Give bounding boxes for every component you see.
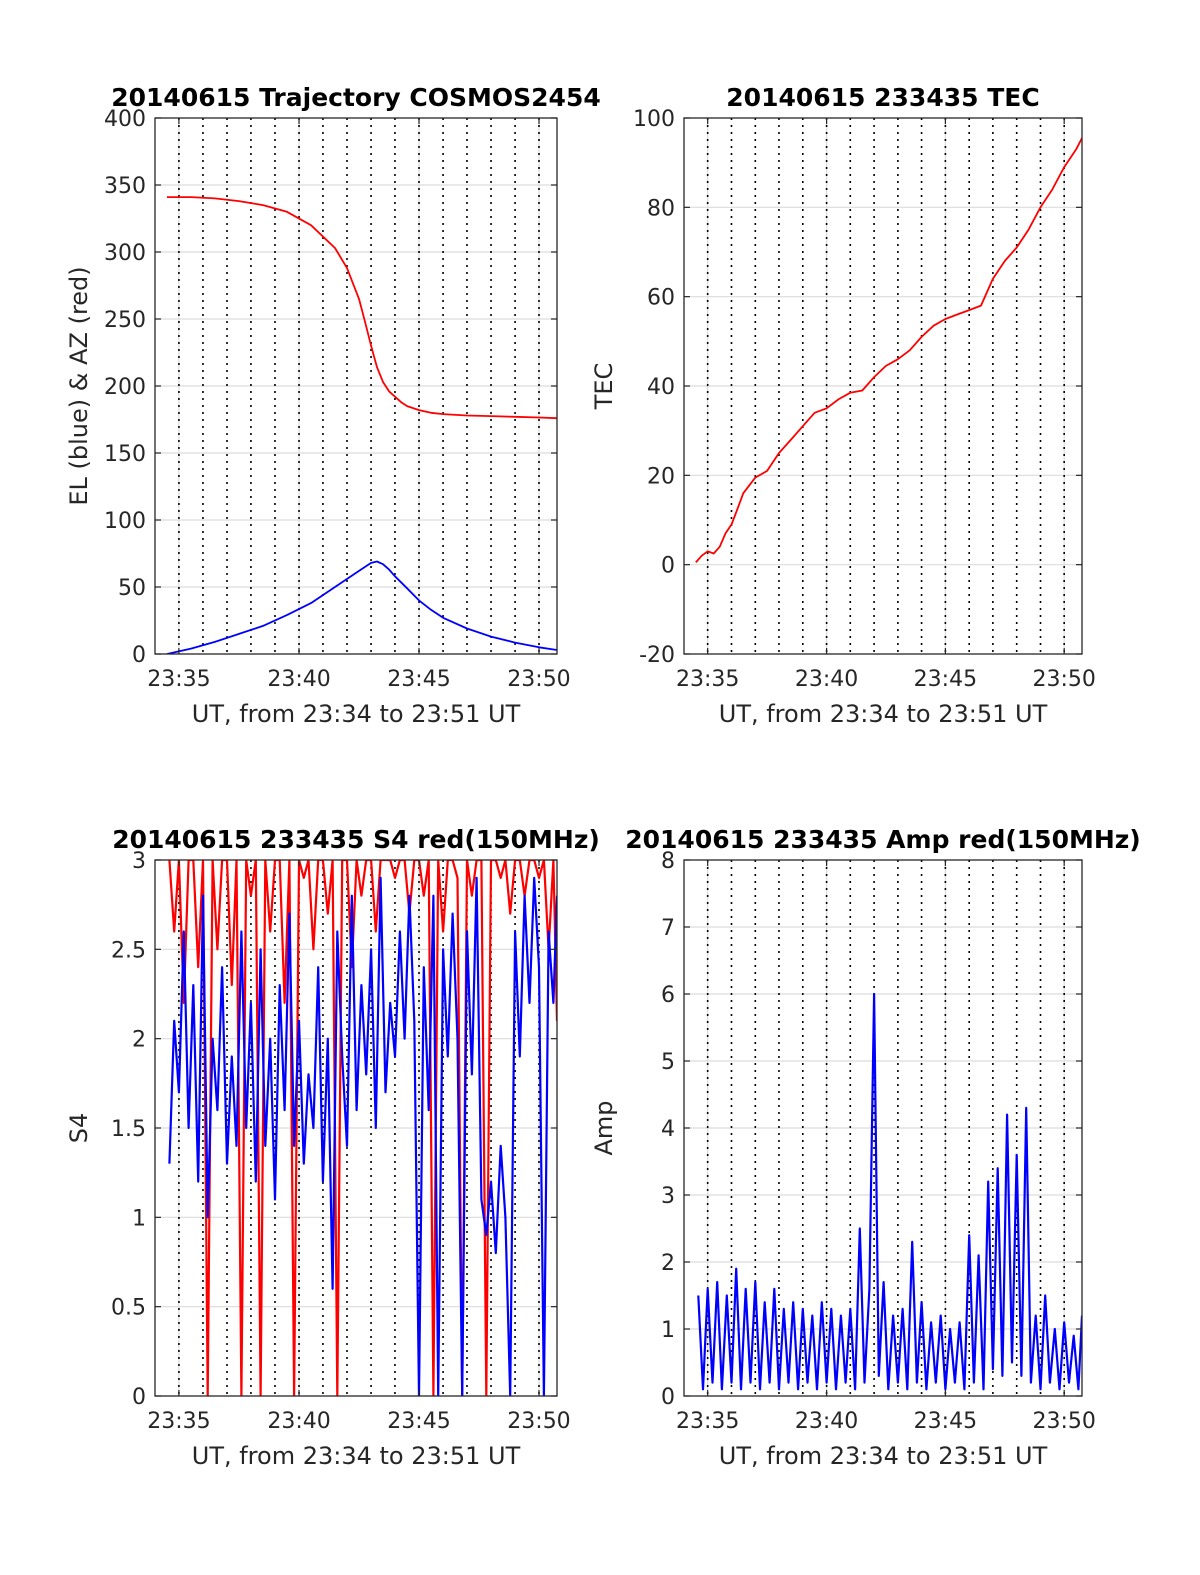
y-tick-label: 3 [132, 849, 146, 874]
y-axis-label: S4 [65, 1113, 93, 1144]
y-tick-label: 8 [661, 849, 675, 874]
y-tick-label: 150 [104, 442, 146, 467]
chart-title: 20140615 Trajectory COSMOS2454 [111, 83, 601, 112]
x-tick-label: 23:35 [676, 667, 739, 692]
x-tick-label: 23:40 [795, 667, 858, 692]
y-tick-label: 4 [661, 1117, 675, 1142]
y-tick-label: 2 [132, 1028, 146, 1053]
series-line-0 [168, 860, 557, 1396]
x-tick-label: 23:45 [914, 1409, 977, 1434]
series-line-1 [168, 876, 557, 1396]
x-axis-label: UT, from 23:34 to 23:51 UT [719, 1442, 1048, 1470]
y-tick-label: 40 [647, 375, 675, 400]
y-tick-label: 200 [104, 375, 146, 400]
y-tick-label: 0.5 [111, 1296, 146, 1321]
y-tick-label: 0 [132, 1385, 146, 1410]
y-tick-label: 250 [104, 308, 146, 333]
panel-trajectory: 0 50 100 150 200 250 300 350 400 23:35 23:40 23:45 2… [65, 83, 601, 728]
x-tick-label: 23:50 [507, 1409, 570, 1434]
y-tick-label: 0 [132, 643, 146, 668]
x-axis-label: UT, from 23:34 to 23:51 UT [719, 700, 1048, 728]
y-tick-label: 0 [661, 554, 675, 579]
chart-title: 20140615 233435 TEC [726, 83, 1039, 112]
x-axis-label: UT, from 23:34 to 23:51 UT [192, 1442, 521, 1470]
y-tick-label: 1 [132, 1206, 146, 1231]
chart-title: 20140615 233435 S4 red(150MHz) [112, 825, 600, 854]
series-line-1 [166, 560, 557, 654]
y-tick-label: 60 [647, 286, 675, 311]
x-axis-label: UT, from 23:34 to 23:51 UT [192, 700, 521, 728]
x-tick-label: 23:50 [507, 667, 570, 692]
y-tick-label: 6 [661, 983, 675, 1008]
chart-title: 20140615 233435 Amp red(150MHz) [625, 825, 1141, 854]
y-tick-label: 2 [661, 1251, 675, 1276]
x-tick-label: 23:35 [147, 1409, 210, 1434]
y-tick-label: 100 [633, 107, 675, 132]
y-tick-label: -20 [639, 643, 675, 668]
x-tick-label: 23:40 [795, 1409, 858, 1434]
x-tick-label: 23:45 [387, 667, 450, 692]
x-tick-label: 23:35 [676, 1409, 739, 1434]
x-tick-label: 23:45 [387, 1409, 450, 1434]
y-tick-label: 1.5 [111, 1117, 146, 1142]
x-tick-label: 23:50 [1032, 667, 1095, 692]
y-tick-label: 350 [104, 174, 146, 199]
y-tick-label: 3 [661, 1184, 675, 1209]
series-line-0 [695, 137, 1082, 564]
y-tick-label: 2.5 [111, 938, 146, 963]
y-tick-label: 400 [104, 107, 146, 132]
y-tick-label: 80 [647, 196, 675, 221]
panel-amp: 0 1 2 3 4 5 6 7 8 23:35 23:40 23:45 23:50 20140615 23… [590, 825, 1141, 1470]
y-tick-label: 1 [661, 1318, 675, 1343]
y-tick-label: 0 [661, 1385, 675, 1410]
x-tick-label: 23:45 [914, 667, 977, 692]
y-axis-label: TEC [590, 363, 618, 411]
y-tick-label: 20 [647, 464, 675, 489]
panel-tec: -20 0 20 40 60 80 100 23:35 23:40 23:45 23:50 20140… [590, 83, 1096, 728]
x-tick-label: 23:40 [267, 667, 330, 692]
series-line-0 [167, 196, 557, 420]
y-axis-label: EL (blue) & AZ (red) [65, 266, 93, 505]
y-tick-label: 100 [104, 509, 146, 534]
y-tick-label: 5 [661, 1050, 675, 1075]
y-tick-label: 7 [661, 916, 675, 941]
x-tick-label: 23:40 [267, 1409, 330, 1434]
x-tick-label: 23:50 [1032, 1409, 1095, 1434]
series-line-0 [697, 992, 1082, 1391]
y-axis-label: Amp [590, 1100, 618, 1155]
y-tick-label: 300 [104, 241, 146, 266]
panel-s4: 0 0.5 1 1.5 2 2.5 3 23:35 23:40 23:45 23:50 2014061… [65, 825, 600, 1470]
x-tick-label: 23:35 [147, 667, 210, 692]
y-tick-label: 50 [118, 576, 146, 601]
